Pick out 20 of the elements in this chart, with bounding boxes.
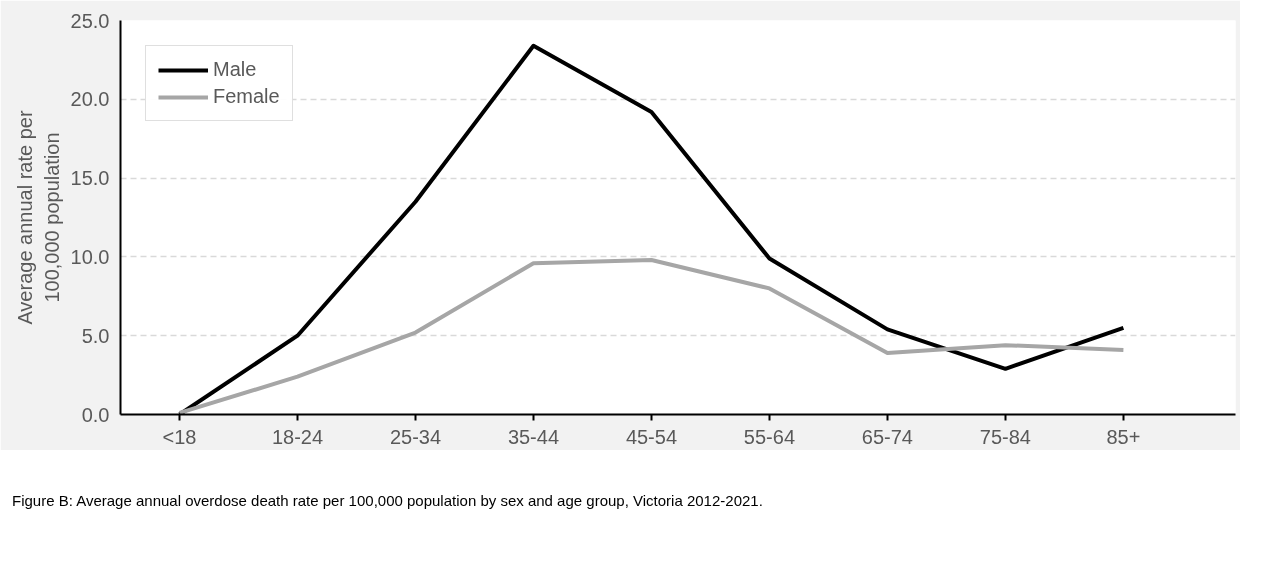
x-tick-label: 35-44 (507, 425, 560, 448)
line-series (177, 258, 1126, 415)
legend-label: Female (213, 85, 280, 108)
y-tick-label: 5.0 (81, 324, 110, 347)
y-tick-label: 25.0 (70, 9, 110, 32)
y-tick-label: 10.0 (70, 245, 110, 268)
text: Figure B: Average annual overdose death rate per 100,000 population by sex and age group, Victoria 2012-2021. (12, 491, 763, 511)
x-tick-label: 85+ (1106, 425, 1141, 448)
y-tick-label: 20.0 (70, 88, 110, 111)
legend-label: Male (213, 58, 257, 81)
x-tick-label: 65-74 (861, 425, 914, 448)
x-tick-label: 45-54 (625, 425, 678, 448)
y-axis-title: Average annual rate per 100,000 population (14, 110, 63, 325)
x-tick-label: 55-64 (743, 425, 796, 448)
x-tick-label: <18 (162, 425, 197, 448)
x-tick-label: 75-84 (979, 425, 1031, 448)
y-tick-label: 0.0 (81, 403, 110, 426)
y-tick-label: 15.0 (70, 167, 110, 190)
x-tick-label: 25-34 (389, 425, 442, 448)
x-tick-label: 18-24 (271, 425, 324, 448)
